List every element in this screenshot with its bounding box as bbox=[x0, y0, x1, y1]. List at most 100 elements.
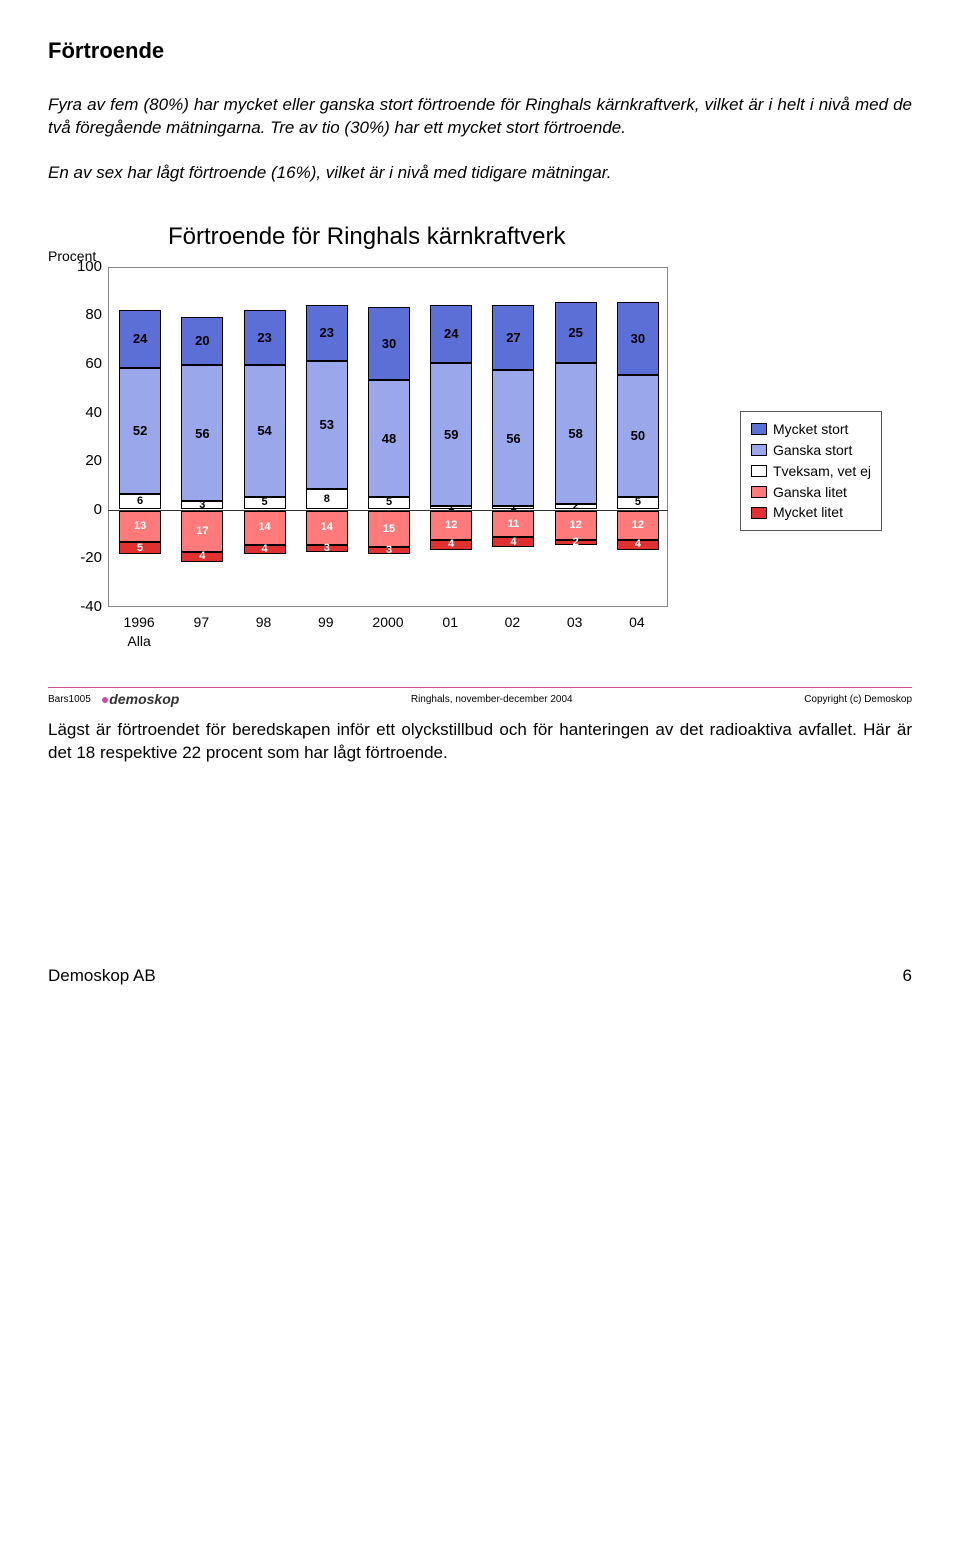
bar-segment-mycket_litet: 4 bbox=[244, 545, 286, 555]
bar-value-label: 58 bbox=[568, 425, 582, 443]
x-tick-label: 97 bbox=[194, 613, 210, 632]
x-tick-label: 01 bbox=[442, 613, 458, 632]
bar-segment-tveksam: 3 bbox=[181, 501, 223, 508]
legend-swatch bbox=[751, 486, 767, 498]
bar-value-label: 5 bbox=[137, 541, 143, 556]
chart-footer-right: Copyright (c) Demoskop bbox=[804, 693, 912, 707]
bar-column: 15627114 bbox=[492, 268, 534, 606]
bar-value-label: 59 bbox=[444, 426, 458, 444]
p1-b: mycket bbox=[224, 95, 278, 114]
bar-segment-ganska_litet: 11 bbox=[492, 511, 534, 538]
bar-value-label: 30 bbox=[631, 330, 645, 348]
bar-column: 5 54 23 14 4 bbox=[244, 268, 286, 606]
bar-value-label: 15 bbox=[383, 522, 395, 537]
bar-value-label: 5 bbox=[261, 495, 267, 510]
bar-value-label: 56 bbox=[195, 425, 209, 443]
bar-segment-mycket_litet: 5 bbox=[119, 542, 161, 554]
y-tick-label: 0 bbox=[66, 500, 102, 520]
bar-segment-ganska_litet: 12 bbox=[430, 511, 472, 540]
bar-value-label: 3 bbox=[386, 543, 392, 558]
bar-segment-mycket_stort: 30 bbox=[368, 307, 410, 380]
bar-segment-ganska_litet: 14 bbox=[244, 511, 286, 545]
x-tick-label: 03 bbox=[567, 613, 583, 632]
bar-segment-ganska_stort: 53 bbox=[306, 361, 348, 490]
footer-right: 6 bbox=[903, 965, 912, 988]
bar-value-label: 54 bbox=[257, 422, 271, 440]
bar-value-label: 13 bbox=[134, 519, 146, 534]
page-footer: Demoskop AB 6 bbox=[48, 965, 912, 988]
chart-footer-center: Ringhals, november-december 2004 bbox=[411, 693, 573, 707]
legend-item: Mycket litet bbox=[751, 503, 871, 522]
bar-segment-mycket_stort: 23 bbox=[244, 310, 286, 366]
chart: Förtroende för Ringhals kärnkraftverk Pr… bbox=[48, 221, 912, 709]
bar-value-label: 14 bbox=[321, 520, 333, 535]
bar-value-label: 14 bbox=[258, 520, 270, 535]
bar-segment-mycket_litet: 4 bbox=[181, 552, 223, 562]
demoskop-logo: ●demoskop bbox=[101, 690, 179, 709]
bar-segment-mycket_stort: 27 bbox=[492, 305, 534, 371]
p1-f: mycket stort bbox=[447, 118, 539, 137]
bar-segment-tveksam: 1 bbox=[430, 506, 472, 508]
bar-segment-mycket_litet: 4 bbox=[492, 537, 534, 547]
bar-segment-tveksam: 2 bbox=[555, 504, 597, 509]
bar-segment-ganska_stort: 59 bbox=[430, 363, 472, 506]
legend-swatch bbox=[751, 423, 767, 435]
bar-column: 15924124 bbox=[430, 268, 472, 606]
bar-value-label: 52 bbox=[133, 422, 147, 440]
paragraph-1: Fyra av fem (80%) har mycket eller gansk… bbox=[48, 94, 912, 140]
bar-segment-mycket_litet: 3 bbox=[306, 545, 348, 552]
zero-axis-line bbox=[108, 510, 668, 511]
bar-segment-ganska_litet: 14 bbox=[306, 511, 348, 545]
bar-value-label: 25 bbox=[568, 324, 582, 342]
y-tick-label: 100 bbox=[66, 257, 102, 277]
bar-segment-ganska_litet: 13 bbox=[119, 511, 161, 543]
bar-value-label: 27 bbox=[506, 329, 520, 347]
bar-value-label: 17 bbox=[196, 524, 208, 539]
paragraph-2: En av sex har lågt förtroende (16%), vil… bbox=[48, 162, 912, 185]
x-tick-label: 02 bbox=[505, 613, 521, 632]
bar-segment-ganska_stort: 50 bbox=[617, 375, 659, 496]
bar-column: 25825122 bbox=[555, 268, 597, 606]
bar-value-label: 24 bbox=[444, 325, 458, 343]
bar-segment-mycket_litet: 2 bbox=[555, 540, 597, 545]
bar-value-label: 4 bbox=[635, 537, 641, 552]
bar-value-label: 3 bbox=[324, 541, 330, 556]
bar-segment-mycket_stort: 24 bbox=[430, 305, 472, 363]
bar-segment-ganska_stort: 54 bbox=[244, 365, 286, 496]
bar-segment-mycket_stort: 25 bbox=[555, 302, 597, 363]
bar-value-label: 4 bbox=[199, 549, 205, 564]
bar-segment-mycket_litet: 4 bbox=[617, 540, 659, 550]
y-tick-label: 40 bbox=[66, 402, 102, 422]
bar-segment-ganska_stort: 56 bbox=[492, 370, 534, 506]
bar-segment-ganska_stort: 56 bbox=[181, 365, 223, 501]
bar-value-label: 23 bbox=[320, 324, 334, 342]
bar-value-label: 4 bbox=[510, 535, 516, 550]
chart-legend: Mycket stortGanska stortTveksam, vet ejG… bbox=[740, 411, 882, 531]
x-tick-label: 98 bbox=[256, 613, 272, 632]
y-tick-label: 20 bbox=[66, 451, 102, 471]
y-tick-label: -40 bbox=[66, 597, 102, 617]
bar-segment-ganska_stort: 52 bbox=[119, 368, 161, 494]
bar-segment-mycket_stort: 30 bbox=[617, 302, 659, 375]
p1-g: förtroende. bbox=[539, 118, 626, 137]
bar-segment-mycket_litet: 3 bbox=[368, 547, 410, 554]
footer-left: Demoskop AB bbox=[48, 965, 156, 988]
bar-value-label: 5 bbox=[386, 495, 392, 510]
chart-area: Procent 65224135356201745542314485323143… bbox=[48, 261, 912, 641]
paragraph-3: Lägst är förtroendet för beredskapen inf… bbox=[48, 719, 912, 765]
bar-segment-ganska_litet: 12 bbox=[617, 511, 659, 540]
x-tick-label: 1996 Alla bbox=[124, 613, 155, 651]
logo-text: demoskop bbox=[109, 691, 179, 707]
bar-value-label: 48 bbox=[382, 430, 396, 448]
bar-value-label: 5 bbox=[635, 495, 641, 510]
bar-value-label: 12 bbox=[632, 518, 644, 533]
legend-label: Mycket stort bbox=[773, 420, 848, 439]
p1-a: Fyra av fem (80%) har bbox=[48, 95, 224, 114]
y-tick-label: 60 bbox=[66, 354, 102, 374]
bar-value-label: 20 bbox=[195, 332, 209, 350]
bar-value-label: 56 bbox=[506, 430, 520, 448]
bar-value-label: 6 bbox=[137, 494, 143, 509]
bar-column: 3 56 20 17 4 bbox=[181, 268, 223, 606]
chart-plot: 6522413535620174554231448532314354830153… bbox=[108, 267, 668, 607]
bar-value-label: 23 bbox=[257, 329, 271, 347]
